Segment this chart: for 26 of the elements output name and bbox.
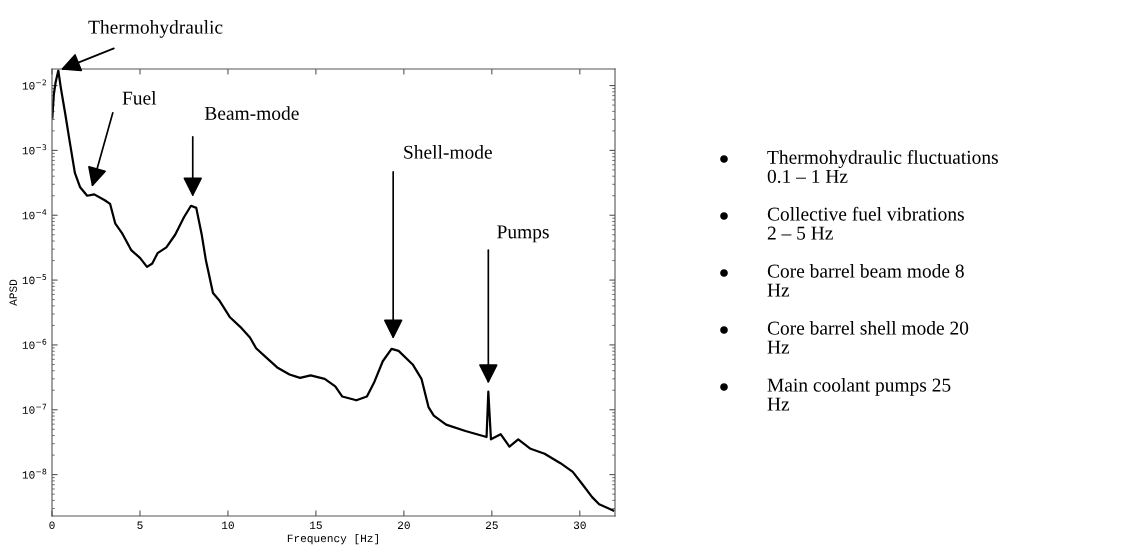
x-tick-label: 5	[137, 521, 143, 530]
y-tick-label: 10$^{−2}$	[22, 79, 47, 90]
y-tick-label: 10$^{−8}$	[22, 468, 47, 479]
x-tick-label: 25	[485, 521, 498, 530]
y-tick-label: 10$^{−5}$	[22, 274, 47, 285]
x-axis-title: Frequency [Hz]	[287, 534, 378, 545]
x-tick-label: 20	[397, 521, 410, 530]
x-tick-label: 0	[49, 521, 55, 530]
x-tick-label: 15	[310, 521, 322, 530]
y-tick-label: 10$^{−3}$	[22, 144, 47, 155]
y-axis-title: APSD	[9, 279, 17, 306]
annotation: Thermohydraulic	[88, 20, 223, 38]
y-tick-label: 10$^{−6}$	[22, 338, 47, 349]
annotation: Pumps	[497, 225, 549, 243]
y-tick-label: 10$^{−4}$	[22, 209, 47, 220]
x-tick-label: 30	[573, 521, 586, 530]
y-tick-label: 10$^{−7}$	[22, 403, 47, 414]
x-tick-label: 10	[222, 521, 234, 530]
text: Collective fuel vibrations 2 – 5 Hz	[767, 206, 964, 240]
text: Core barrel shell mode 20 Hz	[767, 321, 969, 354]
text: Core barrel beam mode 8 Hz	[767, 264, 964, 297]
annotation: Fuel	[122, 91, 157, 105]
text: Main coolant pumps 25 Hz	[767, 378, 951, 411]
text: Thermohydraulic fluctuations 0.1 – 1 Hz	[767, 150, 998, 183]
annotation: Shell-mode	[404, 145, 492, 159]
annotation: Beam-mode	[204, 106, 299, 120]
